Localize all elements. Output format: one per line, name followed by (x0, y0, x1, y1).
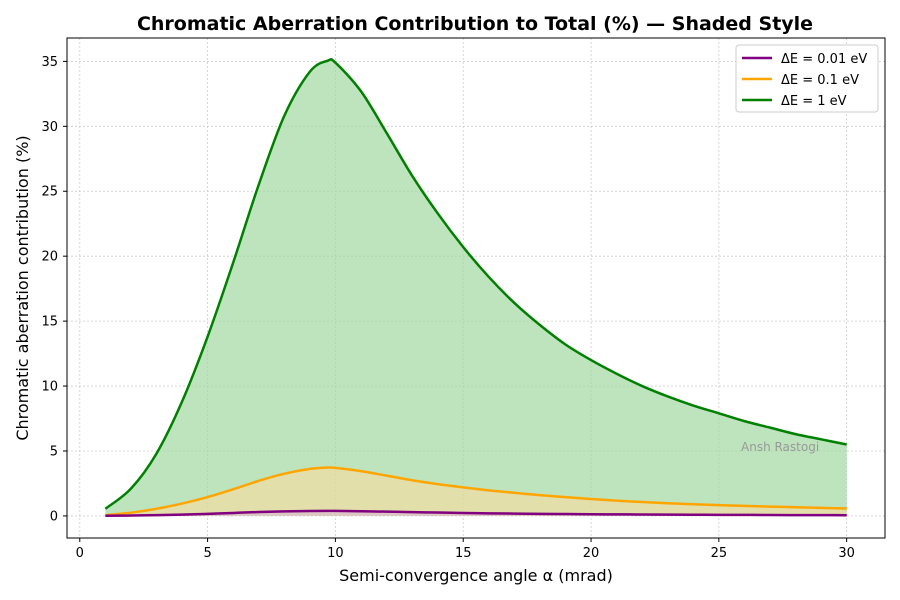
series-areas (105, 59, 847, 516)
y-tick-label: 5 (50, 444, 58, 459)
y-tick-label: 25 (41, 185, 58, 200)
y-tick-label: 35 (41, 55, 58, 70)
y-axis-ticks: 0 5 10 15 20 25 30 35 (41, 55, 67, 524)
legend-box (735, 44, 879, 113)
x-tick-label: 30 (838, 546, 855, 561)
y-tick-label: 30 (41, 120, 58, 135)
legend-label: ΔE = 1 eV (781, 94, 847, 109)
x-tick-label: 0 (76, 546, 84, 561)
legend: ΔE = 0.01 eV ΔE = 0.1 eV ΔE = 1 eV (735, 44, 879, 113)
series-line (104, 58, 847, 510)
y-tick-label: 0 (50, 509, 58, 524)
series-area (105, 59, 847, 516)
x-axis-ticks: 0 5 10 15 20 25 30 (76, 538, 855, 561)
x-tick-label: 15 (455, 546, 472, 561)
x-tick-label: 25 (711, 546, 728, 561)
x-tick-label: 20 (583, 546, 600, 561)
x-tick-label: 5 (203, 546, 211, 561)
chart-title: Chromatic Aberration Contribution to Tot… (137, 13, 813, 35)
y-axis-label: Chromatic aberration contribution (%) (13, 135, 32, 440)
y-tick-label: 10 (41, 380, 58, 395)
plot-frame (66, 37, 886, 539)
legend-label: ΔE = 0.01 eV (781, 52, 867, 67)
y-tick-label: 20 (41, 250, 58, 265)
series-line (105, 509, 847, 518)
y-tick-label: 15 (41, 315, 58, 330)
legend-label: ΔE = 0.1 eV (781, 73, 859, 88)
series-lines (104, 58, 847, 518)
watermark: Ansh Rastogi (741, 440, 819, 454)
x-axis-label: Semi-convergence angle α (mrad) (339, 566, 613, 585)
x-tick-label: 10 (327, 546, 344, 561)
series-line (105, 466, 847, 517)
